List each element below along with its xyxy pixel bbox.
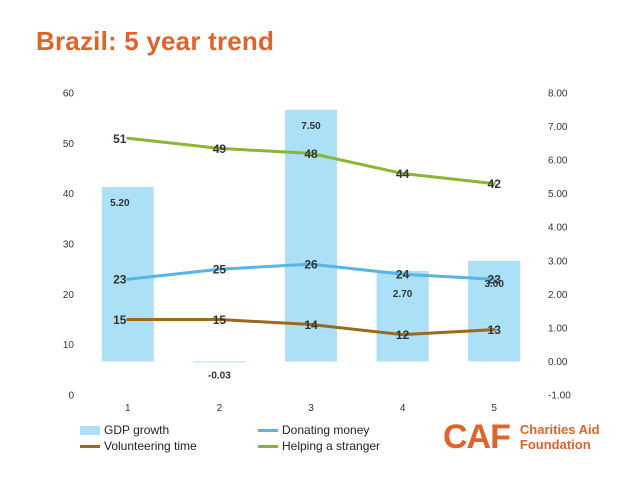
y-left-tick-60: 60 <box>63 89 75 100</box>
y-left-tick-20: 20 <box>63 290 75 301</box>
y-left-tick-10: 10 <box>63 340 75 351</box>
y-right-tick--1.00: -1.00 <box>548 391 571 402</box>
chart-title: Brazil: 5 year trend <box>36 26 275 56</box>
legend-swatch-donating-money <box>258 428 278 432</box>
y-right-tick-3.00: 3.00 <box>548 256 568 267</box>
label-helping-a-stranger-3: 48 <box>304 147 318 161</box>
label-helping-a-stranger-4: 44 <box>396 167 410 181</box>
bar-gdp-growth-4 <box>376 270 429 362</box>
label-gdp-growth-5: 3.00 <box>484 279 504 290</box>
x-tick-1: 1 <box>125 403 131 414</box>
x-tick-3: 3 <box>308 403 314 414</box>
logo-mark: CAF <box>443 418 511 456</box>
labels-layer: 23 25 26 24 23 15 15 14 12 13 51 49 48 44 42 5.20 -0.03 7… <box>110 121 504 382</box>
logo-line-2: Foundation <box>519 437 591 452</box>
logo-line-1: Charities Aid <box>519 422 600 437</box>
line-donating-money <box>126 262 496 281</box>
x-tick-2: 2 <box>217 403 223 414</box>
label-gdp-growth-2: -0.03 <box>208 370 231 381</box>
logo-wordmark: Charities Aid Foundation <box>520 422 600 452</box>
y-right-tick-5.00: 5.00 <box>548 189 568 200</box>
bar-gdp-growth-1 <box>101 186 154 362</box>
label-volunteering-time-4: 12 <box>396 328 410 342</box>
label-volunteering-time-3: 14 <box>304 318 318 332</box>
label-donating-money-1: 23 <box>113 273 127 287</box>
label-gdp-growth-3: 7.50 <box>301 121 321 132</box>
label-helping-a-stranger-2: 49 <box>213 142 227 156</box>
label-donating-money-4: 24 <box>396 268 410 282</box>
label-gdp-growth-4: 2.70 <box>393 289 413 300</box>
label-volunteering-time-5: 13 <box>488 323 502 337</box>
legend-swatch-volunteering-time <box>80 444 100 448</box>
label-donating-money-5: 23 <box>488 273 502 287</box>
y-right-tick-1.00: 1.00 <box>548 323 568 334</box>
label-donating-money-3: 26 <box>304 258 318 272</box>
legend-item-helping-a-stranger: Helping a stranger <box>258 439 380 453</box>
y-right-tick-6.00: 6.00 <box>548 156 568 167</box>
y-right-tick-2.00: 2.00 <box>548 290 568 301</box>
label-gdp-growth-1: 5.20 <box>110 198 130 209</box>
y-left-tick-0: 0 <box>68 391 74 402</box>
label-volunteering-time-1: 15 <box>113 313 127 327</box>
label-helping-a-stranger-5: 42 <box>488 177 502 191</box>
y-right-tick-4.00: 4.00 <box>548 223 568 234</box>
legend-item-donating-money: Donating money <box>258 423 369 437</box>
x-tick-5: 5 <box>491 403 497 414</box>
legend-swatch-helping-a-stranger <box>258 444 278 448</box>
line-helping-a-stranger <box>126 136 496 186</box>
y-left-tick-40: 40 <box>63 189 75 200</box>
legend-label-gdp-growth: GDP growth <box>104 423 170 437</box>
label-helping-a-stranger-1: 51 <box>113 132 127 146</box>
caf-logo: CAF Charities Aid Foundation <box>443 420 600 454</box>
label-volunteering-time-2: 15 <box>213 313 227 327</box>
y-left-tick-30: 30 <box>63 240 75 251</box>
legend-item-gdp-growth: GDP growth <box>80 423 169 437</box>
legend: GDP growth Donating money Volunteering t… <box>80 423 410 459</box>
y-right-tick-7.00: 7.00 <box>548 122 568 133</box>
lines-layer <box>126 136 496 337</box>
bar-gdp-growth-2 <box>193 361 246 363</box>
legend-swatch-gdp-growth <box>80 425 100 435</box>
legend-label-volunteering-time: Volunteering time <box>104 439 197 453</box>
legend-label-helping-a-stranger: Helping a stranger <box>282 439 381 453</box>
axes-layer: 0 10 20 30 40 50 60 -1.00 0.00 1.00 2.00 3.00 4.00 5.… <box>63 89 571 415</box>
label-donating-money-2: 25 <box>213 263 227 277</box>
y-left-tick-50: 50 <box>63 139 75 150</box>
x-tick-4: 4 <box>400 403 406 414</box>
legend-label-donating-money: Donating money <box>282 423 370 437</box>
y-right-tick-8.00: 8.00 <box>548 89 568 100</box>
line-volunteering-time <box>126 318 496 337</box>
y-right-tick-0.00: 0.00 <box>548 357 568 368</box>
legend-item-volunteering-time: Volunteering time <box>80 439 197 453</box>
